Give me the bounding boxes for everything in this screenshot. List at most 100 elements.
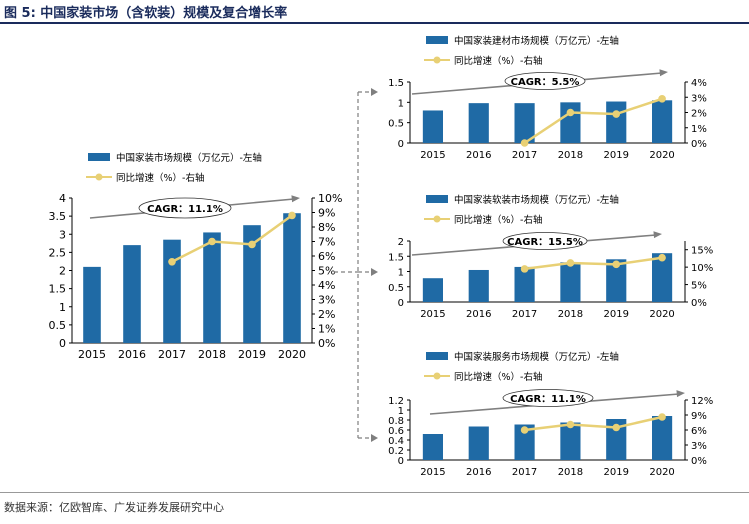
building-cagr-arrowhead	[659, 69, 668, 77]
service-growth-line	[524, 415, 663, 432]
total-cagr-arrowhead	[291, 195, 300, 203]
soft-cagr-arrowhead	[653, 231, 662, 239]
building-growth-line	[523, 97, 663, 145]
total-right-tick-label: 1%	[318, 323, 335, 336]
service-growth-point	[566, 420, 575, 429]
soft-growth-point	[612, 260, 621, 269]
total-right-tick-label: 10%	[318, 192, 342, 205]
connector-arrowhead	[371, 434, 378, 442]
total-left-tick-label: 2	[59, 265, 66, 278]
service-x-tick-label: 2016	[466, 467, 491, 478]
connector-arrowhead	[371, 88, 378, 96]
building-bar	[422, 110, 443, 143]
soft-bar	[514, 266, 535, 302]
soft-right-tick-label: 0%	[691, 298, 707, 309]
building-right-tick-label: 0%	[691, 139, 707, 150]
total-x-tick-label: 2020	[278, 348, 306, 361]
service-right-tick-label: 12%	[691, 396, 713, 407]
soft-right-tick-label: 10%	[691, 263, 713, 274]
soft-x-tick-label: 2017	[512, 309, 537, 320]
soft-right-tick-label: 15%	[691, 246, 713, 257]
building-right-tick-label: 4%	[691, 78, 707, 89]
building-left-tick-label: 0	[398, 139, 404, 150]
service-cagr-label: CAGR：11.1%	[510, 394, 586, 405]
service-left-tick-label: 0	[398, 456, 404, 467]
service-left-tick-label: 1	[398, 406, 404, 417]
total-right-tick-label: 9%	[318, 207, 335, 220]
soft-left-tick-label: 1	[398, 268, 404, 279]
soft-left-tick-label: 0.5	[388, 283, 404, 294]
service-legend-bar-swatch	[426, 352, 448, 360]
total-left-tick-label: 4	[59, 192, 66, 205]
total-right-tick-label: 4%	[318, 279, 335, 292]
total-growth-point	[208, 237, 216, 246]
soft-growth-line	[524, 256, 663, 271]
soft-legend-line-label: 同比增速（%）-右轴	[454, 214, 542, 226]
total-legend-bar-swatch	[88, 153, 110, 161]
total-legend-line-marker	[95, 173, 103, 181]
building-x-tick-label: 2018	[558, 150, 583, 161]
soft-legend-bar-swatch	[426, 195, 448, 203]
building-legend-line-marker	[433, 56, 441, 64]
building-right-tick-label: 2%	[691, 109, 707, 120]
total-left-tick-label: 0	[59, 337, 66, 350]
building-right-tick-label: 3%	[691, 93, 707, 104]
building-growth-point	[566, 108, 575, 117]
soft-x-tick-label: 2016	[466, 309, 491, 320]
total-growth-point	[288, 211, 296, 220]
building-legend-bar-label: 中国家装建材市场规模（万亿元）-左轴	[454, 35, 619, 47]
building-cagr-label: CAGR：5.5%	[511, 77, 580, 88]
building-bar	[606, 101, 627, 143]
total-bar	[123, 245, 141, 343]
soft-legend-bar-label: 中国家装软装市场规模（万亿元）-左轴	[454, 194, 619, 206]
building-x-tick-label: 2017	[512, 150, 537, 161]
service-bar	[468, 426, 489, 460]
total-right-tick-label: 8%	[318, 221, 335, 234]
service-left-tick-label: 0.8	[388, 416, 404, 427]
service-left-tick-label: 0.4	[388, 436, 404, 447]
total-legend-line-label: 同比增速（%）-右轴	[116, 172, 204, 184]
soft-x-tick-label: 2018	[558, 309, 583, 320]
service-legend-line-marker	[433, 372, 441, 380]
service-cagr-arrowhead	[676, 390, 685, 398]
service-bar	[560, 422, 581, 460]
total-right-tick-label: 0%	[318, 337, 335, 350]
total-x-tick-label: 2017	[158, 348, 186, 361]
total-left-tick-label: 0.5	[49, 319, 67, 332]
service-bar	[514, 424, 535, 460]
service-legend-bar-label: 中国家装服务市场规模（万亿元）-左轴	[454, 351, 619, 363]
soft-cagr-bubble	[502, 232, 588, 250]
total-bar	[203, 232, 221, 343]
service-x-tick-label: 2017	[512, 467, 537, 478]
building-right-tick-label: 1%	[691, 124, 707, 135]
total-x-tick-label: 2019	[238, 348, 266, 361]
total-left-tick-label: 1	[59, 301, 66, 314]
total-right-tick-label: 6%	[318, 250, 335, 263]
total-left-tick-label: 1.5	[49, 283, 67, 296]
service-right-tick-label: 6%	[691, 426, 707, 437]
soft-legend-line-marker	[433, 215, 441, 223]
service-bar	[606, 419, 627, 460]
service-x-tick-label: 2020	[649, 467, 674, 478]
service-left-tick-label: 0.2	[388, 446, 404, 457]
total-left-tick-label: 3	[59, 228, 66, 241]
total-cagr-label: CAGR：11.1%	[147, 204, 223, 215]
building-bar	[560, 102, 581, 143]
soft-bar	[606, 259, 627, 302]
soft-x-tick-label: 2020	[649, 309, 674, 320]
soft-cagr-label: CAGR：15.5%	[507, 237, 583, 248]
service-right-tick-label: 0%	[691, 456, 707, 467]
total-x-tick-label: 2016	[118, 348, 146, 361]
building-x-tick-label: 2020	[649, 150, 674, 161]
total-right-tick-label: 3%	[318, 294, 335, 307]
total-x-tick-label: 2018	[198, 348, 226, 361]
total-legend-bar-label: 中国家装市场规模（万亿元）-左轴	[116, 152, 262, 164]
soft-left-tick-label: 0	[398, 298, 404, 309]
total-left-tick-label: 3.5	[49, 210, 67, 223]
building-legend-line-label: 同比增速（%）-右轴	[454, 55, 542, 67]
service-growth-point	[612, 423, 621, 432]
soft-growth-point	[520, 265, 529, 273]
soft-right-tick-label: 5%	[691, 281, 707, 292]
total-right-tick-label: 2%	[318, 308, 335, 321]
